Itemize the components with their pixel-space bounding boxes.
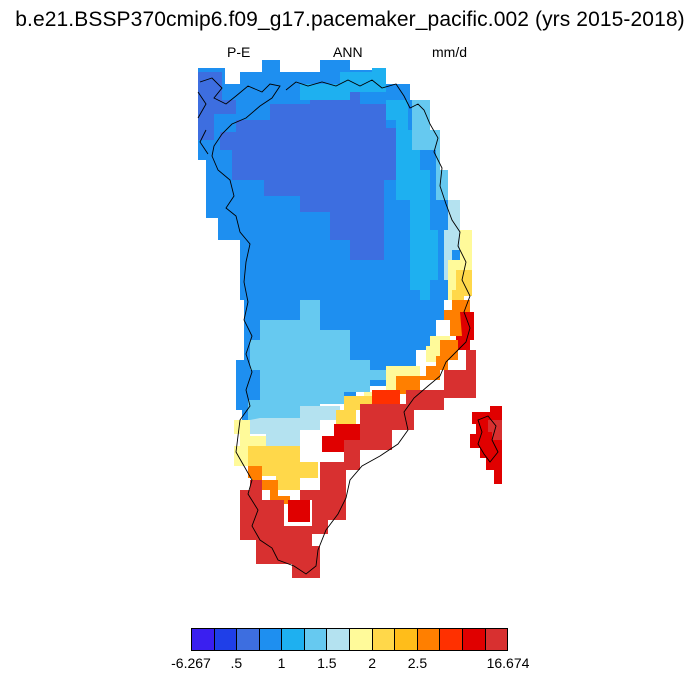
coastline-island: [477, 415, 499, 463]
colorbar-box: [214, 629, 238, 650]
region-red-east: [456, 312, 474, 350]
region-pale-south: [248, 300, 390, 434]
coastline: [197, 77, 499, 575]
colorbar-tick-label: 2: [368, 655, 377, 671]
colorbar-box: [372, 629, 396, 650]
region-very-pale-south: [250, 406, 340, 446]
colorbar-box: [440, 629, 463, 650]
colorbar-ticks: -6.267 .5 1 1.5 2 2.5 16.674: [0, 655, 700, 675]
colorbar-tick-label: 1: [277, 655, 286, 671]
units-label: mm/d: [432, 44, 467, 60]
map-cells: [198, 60, 502, 578]
colorbar-box: [350, 629, 373, 650]
coastline-west: [199, 77, 471, 575]
colorbar-tick-label: .5: [230, 655, 243, 671]
colorbar-box: [395, 629, 418, 650]
region-island-east: [470, 406, 502, 484]
region-orange-east: [444, 300, 470, 336]
colorbar-tick-label: 2.5: [407, 655, 428, 671]
region-light-blue-north: [300, 68, 386, 100]
colorbar-tick-label: 1.5: [317, 655, 337, 671]
region-light-blue-ne: [412, 100, 448, 200]
region-orange-se: [436, 340, 458, 370]
coastline-nw: [197, 91, 209, 155]
colorbar-box: [304, 629, 328, 650]
colorbar-box: [237, 629, 260, 650]
region-dark-blue: [220, 92, 396, 260]
season-label: ANN: [333, 44, 363, 60]
colorbar-box: [462, 629, 486, 650]
plot-title: b.e21.BSSP370cmip6.f09_g17.pacemaker_pac…: [15, 8, 685, 31]
colorbar: [191, 628, 508, 651]
colorbar-box: [282, 629, 305, 650]
colorbar-box: [485, 629, 508, 650]
colorbar-box: [192, 629, 215, 650]
colorbar-box: [417, 629, 441, 650]
region-yellow-east: [448, 230, 472, 300]
region-south-red: [288, 500, 310, 522]
colorbar-tick-label: 16.674: [486, 655, 530, 671]
region-south-gold: [248, 446, 318, 490]
variable-label: P-E: [227, 44, 251, 60]
region-light-blue-east: [386, 100, 438, 300]
region-southern-tip: [240, 350, 476, 578]
colorbar-tick-label: -6.267: [171, 655, 211, 671]
region-south-yellow-west: [234, 420, 266, 466]
region-red-band-2: [322, 424, 364, 452]
region-orange-band: [396, 366, 440, 394]
region-south-orange: [248, 466, 290, 504]
colorbar-box: [327, 629, 351, 650]
region-gold-band: [336, 396, 380, 424]
colorbar-box: [259, 629, 283, 650]
region-nw-dark: [198, 72, 236, 140]
